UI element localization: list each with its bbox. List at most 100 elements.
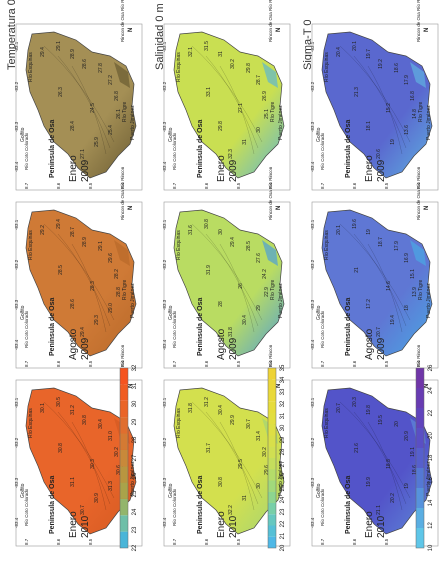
- colorbar-segment: [416, 388, 424, 408]
- sample-value: 26: [238, 283, 244, 289]
- lat-tick: 8.5: [384, 360, 389, 367]
- sample-value: 26.8: [114, 91, 120, 101]
- contour-line: [191, 45, 263, 143]
- sample-value: 20.2: [390, 493, 396, 503]
- colorbar-segment: [120, 433, 128, 450]
- colorbar-tick: 23: [132, 526, 138, 533]
- colorbar-tick: 33: [280, 388, 286, 395]
- place-label-tigre: Río Tigre: [418, 279, 424, 300]
- colorbar-tick: 25: [132, 490, 138, 497]
- caption-month: Agosto: [364, 328, 375, 360]
- sample-value: 16.8: [410, 91, 416, 101]
- sample-value: 19: [404, 483, 410, 489]
- sample-value: 21.1: [376, 505, 382, 515]
- lon-tick: -83.1: [162, 41, 167, 52]
- sample-value: 29.6: [264, 465, 270, 475]
- place-label-golfito: Golfito: [168, 127, 174, 142]
- contour-line: [191, 223, 263, 321]
- sample-value: 27.8: [98, 63, 104, 73]
- north-arrow: N: [128, 28, 134, 32]
- sample-value: 28.9: [70, 49, 76, 59]
- sample-value: 30.6: [116, 465, 122, 475]
- north-arrow: N: [128, 384, 134, 388]
- caption-year: 2010: [376, 515, 387, 538]
- sample-value: 31: [242, 139, 248, 145]
- gulf-field: [25, 387, 137, 535]
- place-label-peninsula: Peninsula de Osa: [49, 120, 56, 178]
- lat-tick: 8.4: [120, 182, 125, 189]
- sample-value: 24.5: [90, 103, 96, 113]
- sample-value: 29.3: [94, 315, 100, 325]
- lon-tick: -83.3: [162, 299, 167, 310]
- colorbar-segment: [120, 400, 128, 418]
- sample-value: 30: [256, 483, 262, 489]
- lon-tick: -83.1: [310, 219, 315, 230]
- place-label-coto: Río Coto Colorado: [172, 132, 177, 170]
- contour-line: [57, 55, 111, 149]
- contour-line: [71, 421, 107, 511]
- sample-value: 18.7: [378, 237, 384, 247]
- colorbar-frame: [119, 367, 129, 549]
- sample-value: 30.2: [262, 447, 268, 457]
- place-label-esquinas: Río Esquinas: [28, 52, 34, 82]
- place-label-esquinas: Río Esquinas: [324, 52, 330, 82]
- lon-tick: -83.1: [162, 219, 167, 230]
- place-label-esquinas: Río Esquinas: [176, 52, 182, 82]
- sample-value: 28.7: [70, 227, 76, 237]
- place-label-tigre: Río Tigre: [270, 279, 276, 300]
- place-label-peninsula: Peninsula de Osa: [345, 120, 352, 178]
- caption-year: 2010: [80, 515, 91, 538]
- lon-tick: -83.4: [14, 161, 19, 172]
- contour-line: [367, 65, 403, 155]
- gulf-field: [25, 31, 137, 179]
- north-arrow: N: [276, 384, 282, 388]
- lat-tick: 8.5: [236, 182, 241, 189]
- lat-tick: 8.4: [268, 360, 273, 367]
- sample-value: 20.7: [376, 327, 382, 337]
- place-label-tigre: Río Tigre: [122, 279, 128, 300]
- contour-line: [367, 243, 403, 333]
- sample-value: 20: [394, 421, 400, 427]
- sample-value: 19.1: [410, 447, 416, 457]
- colorbar-segment: [268, 446, 276, 458]
- caption-year: 2009: [80, 159, 91, 182]
- sample-value: 21.6: [354, 443, 360, 453]
- sample-value: 26.3: [58, 87, 64, 97]
- place-label-peninsula: Peninsula de Osa: [197, 298, 204, 356]
- lat-tick: 8.5: [384, 182, 389, 189]
- place-label-coto: Río Coto Colorado: [320, 310, 325, 348]
- sample-value: 17.2: [366, 299, 372, 309]
- contour-line: [205, 55, 259, 149]
- caption-year: 2009: [376, 337, 387, 360]
- place-label-peninsula: Peninsula de Osa: [49, 298, 56, 356]
- contour-line: [43, 401, 115, 499]
- colorbar-segment: [120, 466, 128, 483]
- lon-tick: -83.1: [14, 219, 19, 230]
- lat-tick: 8.7: [172, 538, 177, 545]
- colorbar-segment: [416, 488, 424, 508]
- colorbar-tick: 27: [280, 460, 286, 467]
- lat-tick: 8.6: [204, 538, 209, 545]
- contour-line: [191, 401, 263, 499]
- contour-line: [43, 45, 115, 143]
- place-label-coto: Río Coto Colorado: [172, 310, 177, 348]
- colorbar-segment: [416, 448, 424, 468]
- lon-tick: -83.3: [310, 299, 315, 310]
- sample-value: 25.1: [264, 109, 270, 119]
- colorbar-segment: [268, 503, 276, 515]
- colorbar-tick: 22: [132, 544, 138, 551]
- place-label-coto: Río Coto Colorado: [24, 310, 29, 348]
- colorbar-tick: 28: [280, 448, 286, 455]
- sample-value: 29.1: [56, 41, 62, 51]
- place-label-esquinas: Río Esquinas: [176, 230, 182, 260]
- sample-value: 30.8: [218, 477, 224, 487]
- sample-value: 30.8: [204, 219, 210, 229]
- sample-value: 29.6: [108, 253, 114, 263]
- colorbar-segment: [120, 482, 128, 499]
- sample-value: 28.5: [58, 265, 64, 275]
- caption-month: Enero: [68, 511, 79, 538]
- place-label-esquinas: Río Esquinas: [324, 230, 330, 260]
- lon-tick: -83.2: [162, 437, 167, 448]
- gulf-field: [173, 387, 285, 535]
- sample-value: 25.4: [108, 125, 114, 135]
